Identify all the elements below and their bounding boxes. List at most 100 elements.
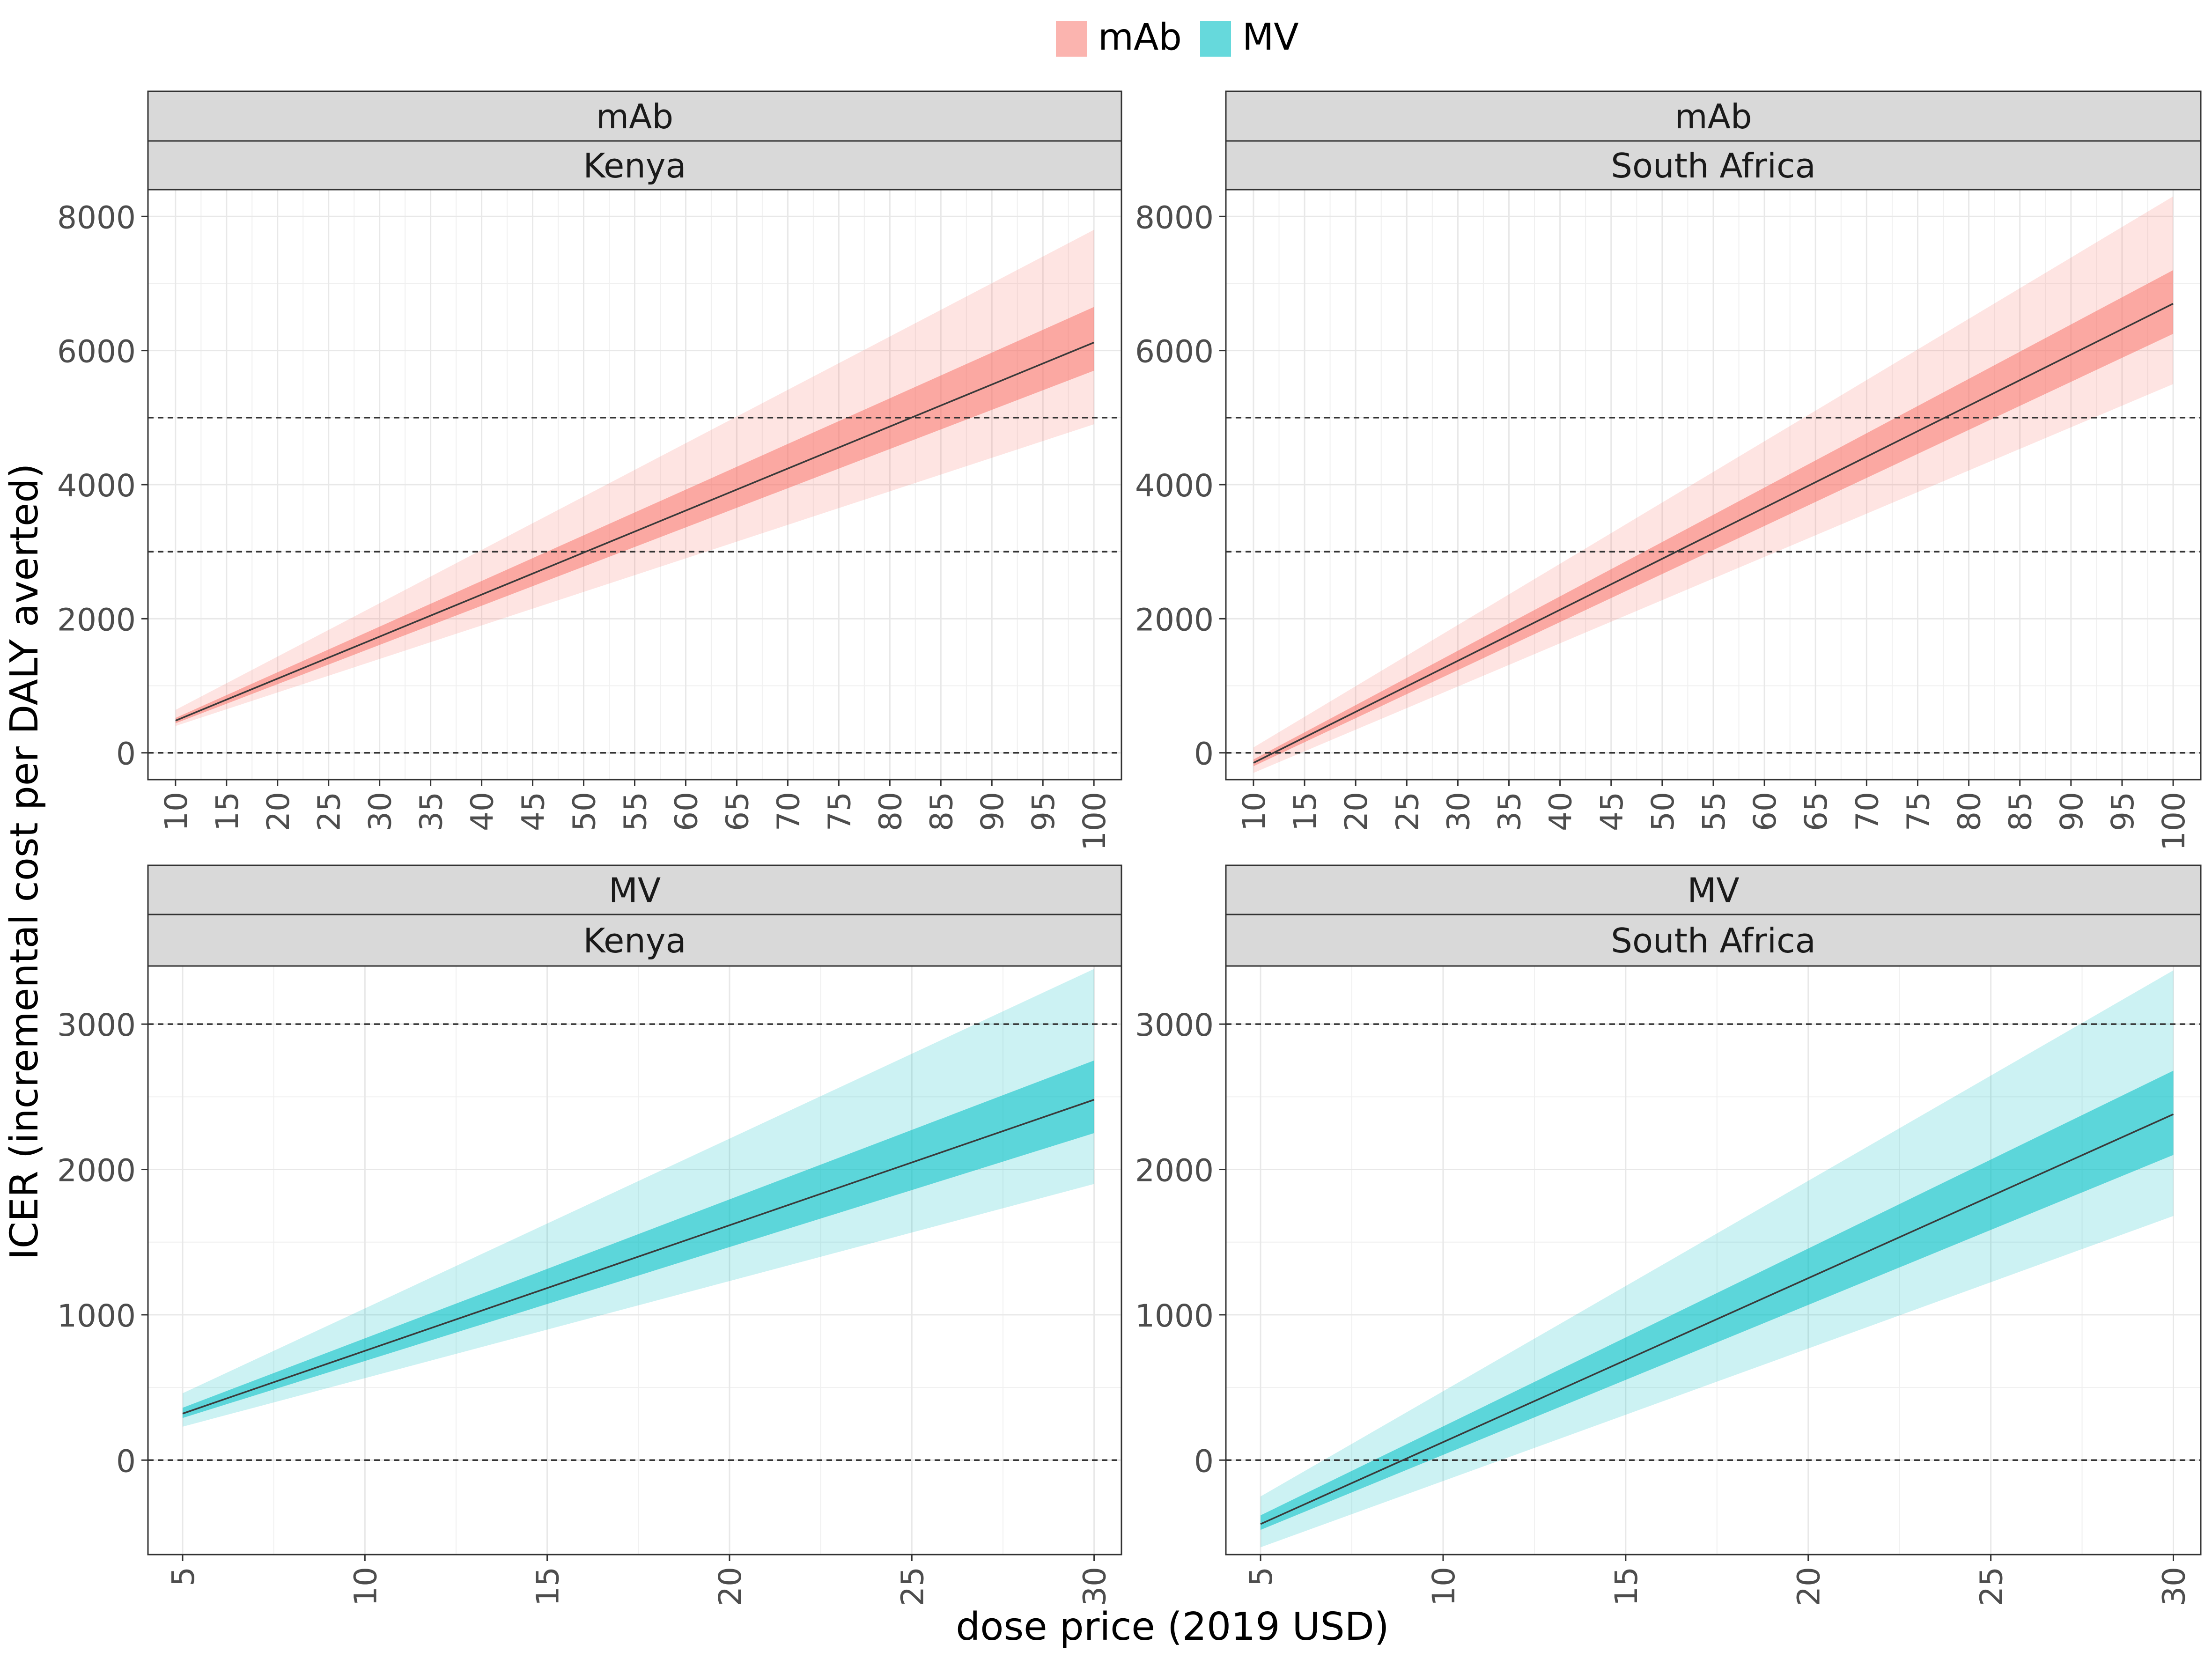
y-axis-title: ICER (incremental cost per DALY averted)	[2, 464, 47, 1260]
x-tick-label: 85	[2003, 792, 2039, 831]
x-axis-title: dose price (2019 USD)	[956, 1605, 1389, 1649]
facet-strip-inner	[1225, 140, 2202, 191]
x-tick-label: 95	[1025, 792, 1062, 831]
y-tick-label: 0	[1194, 736, 1214, 772]
y-tick-label: 1000	[1135, 1298, 1214, 1334]
legend: mAb MV	[1056, 16, 1299, 59]
outer-interval-band	[182, 969, 1094, 1427]
x-tick-label: 55	[618, 792, 654, 831]
median-line	[182, 1099, 1095, 1415]
x-tick-label: 85	[923, 792, 959, 831]
y-tick-label: 0	[1194, 1443, 1214, 1479]
x-tick-label: 30	[362, 792, 398, 831]
inner-interval-band	[1253, 270, 2174, 767]
facet-label-inner: South Africa	[1611, 146, 1815, 185]
x-tick-label: 50	[567, 792, 603, 831]
legend-swatch-mv	[1200, 21, 1231, 57]
panel-border	[147, 965, 1122, 1556]
facet-label-outer: MV	[609, 871, 661, 910]
outer-interval-band	[175, 229, 1094, 726]
inner-interval-band	[1261, 1070, 2174, 1530]
x-tick-label: 60	[1747, 792, 1783, 831]
y-tick-label: 0	[116, 736, 136, 772]
y-tick-label: 3000	[57, 1007, 136, 1043]
facet-label-inner: Kenya	[583, 921, 686, 960]
legend-label-mab: mAb	[1098, 16, 1182, 59]
y-tick-label: 2000	[57, 1153, 136, 1189]
y-tick-label: 2000	[1135, 602, 1214, 638]
y-tick-label: 8000	[57, 199, 136, 236]
outer-interval-band	[1261, 970, 2174, 1548]
panel-border	[1225, 965, 2202, 1556]
y-tick-label: 1000	[57, 1298, 136, 1334]
x-tick-label: 50	[1645, 792, 1681, 831]
x-tick-label: 15	[209, 792, 245, 831]
facet-label-outer: mAb	[1674, 97, 1752, 136]
y-tick-label: 3000	[1135, 1007, 1214, 1043]
x-tick-label: 5	[1243, 1567, 1279, 1586]
inner-interval-band	[175, 307, 1094, 723]
x-tick-label: 20	[1338, 792, 1374, 831]
facet-strip-inner	[147, 140, 1122, 191]
panel-2: mAb South Africa 0 2000 4000 6000 8000 10 15 20 25…	[1135, 90, 2202, 851]
x-tick-label: 75	[1900, 792, 1936, 831]
x-tick-label: 20	[712, 1567, 748, 1606]
y-tick-label: 6000	[1135, 334, 1214, 370]
x-tick-label: 90	[2054, 792, 2090, 831]
x-tick-label: 30	[1440, 792, 1476, 831]
x-tick-label: 15	[1287, 792, 1323, 831]
median-line	[175, 341, 1094, 722]
facet-strip-outer	[147, 90, 1122, 142]
facet-strip-outer	[1225, 90, 2202, 142]
facet-strip-inner	[1225, 914, 2202, 967]
facet-label-inner: Kenya	[583, 146, 686, 185]
x-tick-label: 15	[1608, 1567, 1644, 1606]
x-tick-label: 20	[260, 792, 296, 831]
y-tick-label: 2000	[1135, 1153, 1214, 1189]
x-tick-label: 20	[1791, 1567, 1827, 1606]
x-tick-label: 65	[1798, 792, 1834, 831]
x-tick-label: 35	[413, 792, 450, 831]
facet-label-outer: MV	[1687, 871, 1739, 910]
x-tick-label: 100	[1077, 792, 1113, 851]
inner-interval-band	[182, 1060, 1094, 1418]
facet-label-outer: mAb	[596, 97, 673, 136]
x-tick-label: 35	[1492, 792, 1528, 831]
y-tick-label: 4000	[1135, 468, 1214, 504]
x-tick-label: 70	[770, 792, 806, 831]
x-tick-label: 10	[1236, 792, 1272, 831]
x-tick-label: 30	[1077, 1567, 1113, 1606]
y-tick-label: 2000	[57, 602, 136, 638]
x-tick-label: 100	[2156, 792, 2192, 851]
x-tick-label: 25	[1974, 1567, 2010, 1606]
y-tick-label: 0	[116, 1443, 136, 1479]
y-tick-label: 4000	[57, 468, 136, 504]
outer-interval-band	[1253, 196, 2174, 773]
y-tick-label: 6000	[57, 334, 136, 370]
x-tick-label: 45	[1594, 792, 1630, 831]
panel-4: MV South Africa 0 1000 2000 3000 5 10 15 20 25 30	[1135, 864, 2202, 1606]
x-tick-label: 40	[465, 792, 501, 831]
x-tick-label: 25	[311, 792, 347, 831]
x-tick-label: 90	[974, 792, 1010, 831]
x-tick-label: 15	[530, 1567, 566, 1606]
x-tick-label: 25	[1389, 792, 1425, 831]
facet-strip-outer	[147, 864, 1122, 915]
x-tick-label: 95	[2105, 792, 2141, 831]
panel-1: mAb Kenya 0 2000 4000 6000 8000 10 15 20 25 30 35 40 4…	[57, 90, 1122, 851]
x-tick-label: 60	[668, 792, 704, 831]
median-line	[1260, 1113, 2174, 1525]
legend-swatch-mab	[1056, 21, 1087, 57]
facet-label-inner: South Africa	[1611, 921, 1815, 960]
panel-3: MV Kenya 0 1000 2000 3000 5 10 15 20 25 30	[57, 864, 1122, 1606]
x-tick-label: 45	[516, 792, 552, 831]
x-tick-label: 5	[165, 1567, 201, 1586]
x-tick-label: 70	[1849, 792, 1885, 831]
x-tick-label: 80	[1952, 792, 1988, 831]
x-tick-label: 65	[719, 792, 755, 831]
x-tick-label: 80	[872, 792, 908, 831]
x-tick-label: 10	[1426, 1567, 1462, 1606]
x-tick-label: 25	[894, 1567, 930, 1606]
legend-label-mv: MV	[1242, 16, 1299, 59]
